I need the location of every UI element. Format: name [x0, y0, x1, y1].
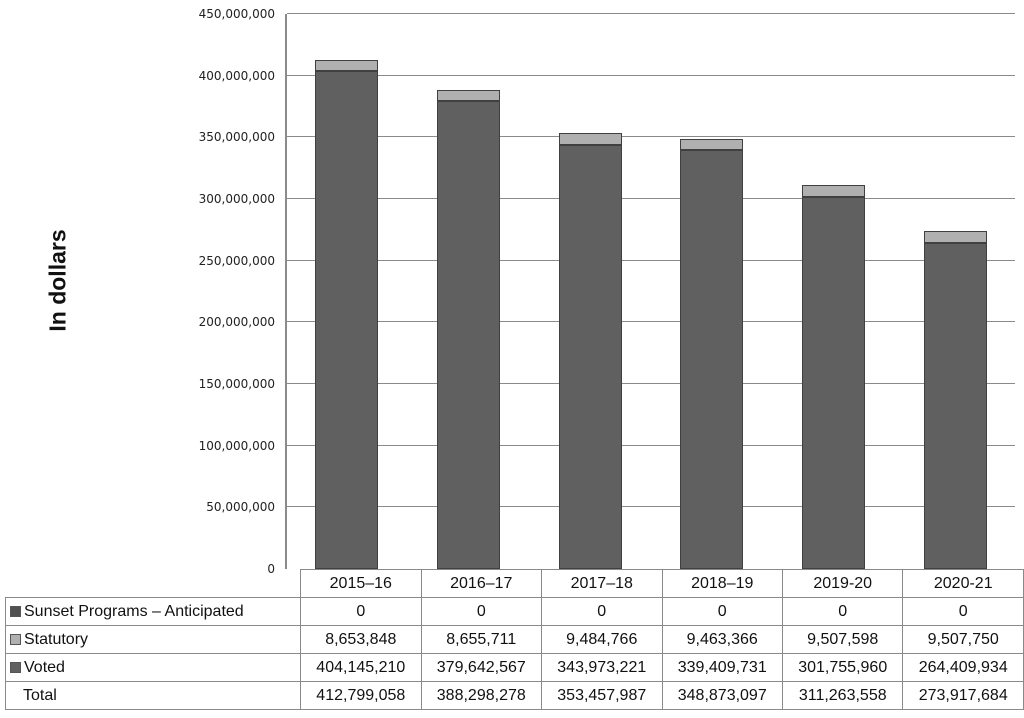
table-cell: 264,409,934 [902, 653, 1024, 682]
gridline [287, 13, 1015, 14]
bar-segment-voted [558, 144, 622, 569]
table-row-sunset: Sunset Programs – Anticipated 0 0 0 0 0 … [4, 597, 1024, 626]
table-cell: 0 [420, 597, 543, 626]
y-tick-label: 50,000,000 [206, 500, 275, 515]
legend-cell-sunset: Sunset Programs – Anticipated [4, 597, 302, 626]
stacked-bar [437, 14, 500, 569]
gridline [287, 321, 1015, 323]
table-cell: 343,973,221 [541, 653, 663, 682]
y-tick-label: 200,000,000 [198, 315, 275, 330]
bar-segment-statutory [558, 133, 622, 145]
bar-segment-voted [923, 242, 987, 569]
gridline [287, 259, 1015, 261]
legend-cell-voted: Voted [4, 653, 302, 682]
table-cell: 9,507,750 [902, 625, 1024, 654]
table-cell: 9,484,766 [541, 625, 663, 654]
category-header: 2019-20 [781, 569, 904, 598]
table-row-voted: Voted 404,145,210 379,642,567 343,973,22… [4, 653, 1024, 682]
y-tick-label: 250,000,000 [198, 253, 275, 268]
category-header: 2015–16 [300, 569, 422, 598]
table-cell: 339,409,731 [661, 653, 783, 682]
table-cell: 0 [300, 597, 422, 626]
y-tick-label: 150,000,000 [198, 377, 275, 391]
legend-swatch-statutory-icon [10, 633, 21, 645]
bar-segment-voted [680, 150, 744, 569]
table-cell: 9,463,366 [661, 625, 783, 654]
table-cell: 0 [541, 597, 663, 626]
table-cell: 8,655,711 [420, 625, 543, 654]
header-blank-cell [5, 569, 302, 598]
bar-segment-statutory [802, 185, 865, 197]
bar-segment-voted [437, 100, 500, 569]
bar-segment-statutory [680, 138, 744, 151]
table-cell: 388,298,278 [420, 681, 543, 710]
table-cell: 348,873,097 [661, 681, 783, 710]
table-cell: 301,755,960 [781, 653, 904, 682]
gridline [287, 74, 1015, 76]
gridline [287, 198, 1015, 199]
y-axis-label: In dollars [28, 160, 88, 400]
gridline [287, 136, 1015, 138]
gridline [287, 506, 1015, 508]
bar-segment-statutory [315, 59, 379, 71]
legend-label: Voted [24, 658, 65, 676]
table-cell: 0 [661, 597, 783, 626]
y-tick-label: 300,000,000 [198, 192, 275, 206]
table-cell: 8,653,848 [300, 625, 422, 654]
table-cell: 0 [781, 597, 904, 626]
stacked-bar [558, 14, 622, 569]
total-label: Total [4, 681, 302, 710]
y-tick-label: 350,000,000 [198, 130, 275, 145]
plot-area [285, 13, 1015, 569]
y-tick-label: 400,000,000 [198, 68, 275, 83]
y-tick-label: 450,000,000 [198, 7, 275, 21]
stacked-bar [680, 14, 744, 569]
category-header: 2017–18 [541, 569, 663, 598]
bar-segment-voted [802, 196, 865, 569]
legend-swatch-sunset-icon [10, 605, 21, 617]
table-header-row: 2015–16 2016–17 2017–18 2018–19 2019-20 … [5, 569, 1024, 598]
table-row-total: Total 412,799,058 388,298,278 353,457,98… [4, 681, 1024, 710]
y-axis-label-text: In dollars [44, 228, 71, 332]
legend-label: Statutory [24, 630, 89, 648]
table-cell: 273,917,684 [902, 681, 1024, 710]
stacked-bar [923, 14, 987, 569]
category-header: 2016–17 [420, 569, 543, 598]
table-cell: 404,145,210 [300, 653, 422, 682]
bar-segment-voted [315, 70, 379, 569]
category-header: 2018–19 [661, 569, 783, 598]
table-row-statutory: Statutory 8,653,848 8,655,711 9,484,766 … [4, 625, 1024, 654]
data-table: 2015–16 2016–17 2017–18 2018–19 2019-20 … [4, 569, 1024, 710]
stacked-bar [315, 14, 379, 569]
gridline [287, 444, 1015, 446]
table-cell: 412,799,058 [300, 681, 422, 710]
bar-segment-statutory [923, 231, 987, 243]
legend-label: Sunset Programs – Anticipated [24, 602, 244, 620]
table-cell: 0 [902, 597, 1024, 626]
stacked-bar [802, 14, 865, 569]
y-tick-label: 0 [267, 562, 275, 576]
table-cell: 311,263,558 [781, 681, 904, 710]
table-cell: 9,507,598 [781, 625, 904, 654]
y-tick-label: 100,000,000 [198, 438, 275, 453]
table-cell: 379,642,567 [420, 653, 543, 682]
category-header: 2020-21 [902, 569, 1024, 598]
legend-cell-statutory: Statutory [4, 625, 302, 654]
legend-swatch-voted-icon [10, 661, 21, 673]
gridline [287, 383, 1015, 384]
table-cell: 353,457,987 [541, 681, 663, 710]
bar-segment-statutory [437, 90, 500, 101]
